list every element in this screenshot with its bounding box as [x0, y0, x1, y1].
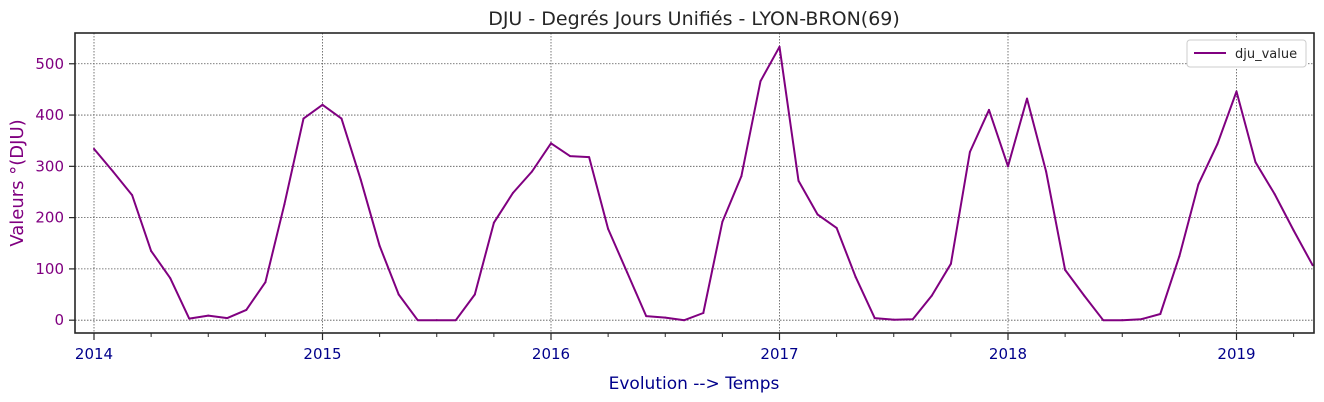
x-tick-label: 2014: [75, 345, 113, 363]
data-point: [1235, 90, 1238, 93]
data-point: [683, 319, 686, 322]
data-point: [1216, 142, 1219, 145]
data-point: [1007, 165, 1009, 168]
data-point: [1064, 268, 1067, 271]
data-point: [530, 170, 533, 173]
data-point: [188, 317, 191, 320]
data-point: [721, 220, 724, 223]
data-point: [968, 150, 971, 153]
legend-box: [1186, 39, 1307, 68]
data-point: [1178, 255, 1181, 258]
data-point: [873, 317, 876, 320]
data-point: [702, 312, 705, 314]
data-point: [645, 315, 648, 318]
ticks: 0 100 200 300 400 500 2014 2015 2016 2017 2018 2019: [35, 55, 1295, 363]
data-point: [1197, 183, 1200, 186]
data-point: [1045, 170, 1048, 173]
data-point: [778, 45, 781, 48]
data-point: [226, 317, 229, 320]
data-point: [93, 147, 95, 150]
data-point: [112, 170, 115, 173]
data-point: [473, 293, 476, 296]
x-tick-label: 2016: [532, 345, 570, 363]
data-point: [1254, 161, 1257, 164]
data-point: [435, 319, 438, 322]
data-point: [949, 262, 952, 265]
data-point: [1311, 264, 1314, 267]
data-point: [797, 179, 800, 182]
data-point: [511, 192, 514, 194]
data-point: [911, 318, 914, 321]
data-point: [930, 294, 933, 297]
y-tick-label: 500: [35, 55, 64, 73]
data-point: [283, 203, 286, 206]
data-point: [359, 178, 362, 181]
x-tick-label: 2019: [1217, 345, 1255, 363]
x-tick-label: 2017: [760, 345, 798, 363]
data-point: [550, 142, 552, 145]
data-point: [607, 227, 610, 230]
data-point: [378, 244, 381, 247]
y-tick-label: 400: [35, 106, 64, 124]
data-point: [302, 117, 305, 120]
data-point: [1083, 294, 1086, 297]
data-point: [854, 276, 857, 279]
data-point: [1140, 318, 1143, 321]
data-point: [569, 155, 572, 158]
y-tick-label: 0: [54, 311, 64, 329]
data-point: [454, 319, 457, 322]
grid: [75, 33, 1314, 333]
plot-frame: [74, 32, 1315, 334]
data-point: [835, 226, 838, 229]
data-point: [131, 194, 134, 197]
data-point: [397, 293, 400, 296]
x-tick-label: 2015: [303, 345, 341, 363]
data-point: [987, 108, 990, 111]
data-point: [816, 213, 819, 216]
series-layer: [93, 45, 1314, 322]
data-point: [245, 308, 248, 311]
y-tick-label: 300: [35, 157, 64, 175]
data-point: [1026, 97, 1029, 100]
x-axis-label: Evolution --> Temps: [609, 374, 780, 394]
legend: dju_value: [1186, 39, 1307, 68]
chart-title: DJU - Degrés Jours Unifiés - LYON-BRON(6…: [488, 8, 900, 30]
data-point: [207, 314, 210, 317]
data-point: [264, 281, 267, 284]
data-point: [626, 271, 629, 274]
data-point: [1159, 313, 1162, 316]
data-point: [740, 175, 743, 178]
data-point: [1292, 229, 1295, 232]
data-point: [321, 103, 324, 106]
data-point: [1102, 319, 1105, 322]
data-point: [416, 319, 419, 322]
data-point: [150, 249, 153, 252]
x-tick-label: 2018: [989, 345, 1027, 363]
data-point: [664, 316, 667, 319]
data-point: [169, 277, 172, 280]
y-tick-label: 200: [35, 209, 64, 227]
data-point: [340, 117, 343, 120]
data-point: [892, 318, 895, 321]
data-point: [1121, 319, 1124, 322]
y-axis-label: Valeurs °(DJU): [7, 119, 28, 246]
data-point: [492, 221, 495, 224]
data-point: [759, 80, 762, 83]
y-tick-label: 100: [35, 260, 64, 278]
data-point: [588, 156, 591, 159]
data-point: [1273, 193, 1276, 196]
legend-label: dju_value: [1235, 47, 1297, 62]
